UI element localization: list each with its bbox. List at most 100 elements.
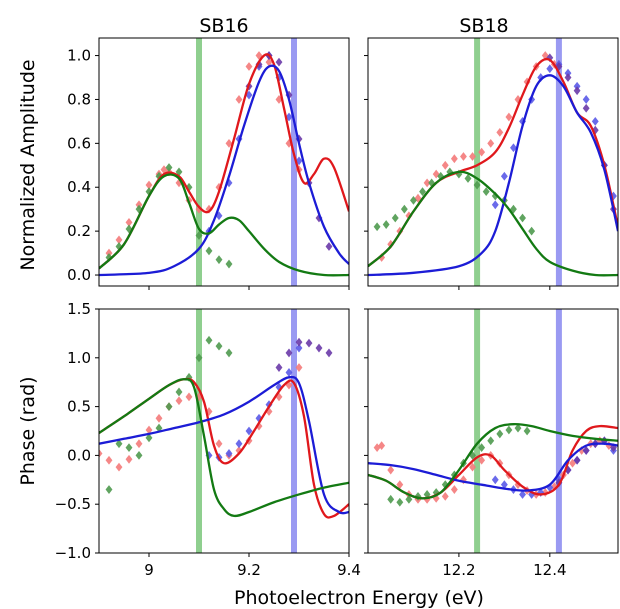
panel-title-sb18: SB18 (459, 15, 508, 37)
axes-frame (98, 308, 350, 554)
data-point-red_marker-9 (185, 392, 193, 402)
data-point-purple_marker-3 (275, 57, 283, 67)
fit-line-blue (368, 442, 618, 492)
y-tick-label: −1.0 (55, 544, 91, 562)
fit-line-green (99, 173, 349, 277)
data-point-blue_marker-8 (285, 368, 293, 377)
data-point-green_marker-10 (464, 174, 472, 183)
data-point-green_marker-0 (105, 485, 113, 494)
data-point-green_marker-6 (165, 163, 173, 172)
data-point-green_marker-2 (391, 213, 399, 223)
data-point-green_marker-7 (175, 167, 183, 177)
data-point-blue_marker-3 (519, 490, 526, 499)
data-point-red_marker-2 (125, 217, 133, 227)
data-point-green_marker-2 (125, 443, 133, 452)
data-point-purple_marker-2 (295, 337, 303, 347)
data-point-purple_marker-1 (285, 348, 293, 358)
y-tick-label: 1.0 (67, 47, 91, 65)
data-point-red_marker-13 (496, 127, 504, 137)
data-point-red_marker-1 (387, 239, 395, 249)
y-tick-label: 0.2 (67, 222, 91, 240)
data-point-green_marker-3 (135, 451, 143, 460)
panel-0: 0.0 0.2 0.4 0.6 0.8 1.0 (67, 37, 350, 290)
data-point-green_marker-17 (528, 226, 536, 236)
data-point-red_marker-3 (125, 454, 133, 464)
y-tick-label: −0.5 (55, 495, 91, 513)
data-point-red_marker-5 (145, 425, 153, 435)
plot-panels: 0.0 0.2 0.4 0.6 0.8 1.0 9 9.2 9.4 −1.0 −0.5 0.0 0.5 1… (55, 37, 619, 579)
panel-3: 12.2 12.4 (364, 308, 619, 579)
data-point-green_marker-1 (382, 220, 390, 229)
fit-line-green (368, 170, 618, 277)
data-point-red_marker-6 (423, 494, 431, 504)
data-point-red_marker-8 (441, 491, 449, 501)
data-point-red_marker-11 (469, 462, 476, 472)
fit-line-green (99, 378, 349, 518)
data-point-red_marker-15 (245, 62, 253, 71)
data-point-red_marker-2 (115, 462, 123, 472)
data-point-green_marker-6 (165, 402, 173, 411)
data-point-red_marker-1 (378, 441, 386, 451)
data-point-red_marker-17 (265, 57, 273, 67)
data-point-green_marker-9 (195, 231, 203, 240)
data-point-green_marker-2 (405, 494, 413, 504)
data-point-green_marker-16 (519, 213, 526, 223)
panel-title-sb16: SB16 (199, 15, 248, 37)
data-point-red_marker-13 (225, 138, 233, 148)
data-point-red_marker-15 (514, 95, 522, 104)
data-point-purple_marker-4 (315, 343, 323, 353)
fit-line-blue (99, 64, 349, 277)
data-point-green_marker-4 (423, 490, 431, 499)
data-point-red_marker-5 (423, 178, 431, 188)
data-point-red_marker-6 (155, 413, 163, 423)
data-point-purple_marker-5 (325, 348, 333, 358)
data-point-green_marker-10 (205, 335, 213, 345)
data-point-purple_marker-3 (305, 338, 313, 348)
data-point-red_marker-3 (396, 480, 404, 490)
y-tick-label: 0.0 (67, 446, 91, 464)
data-point-green_marker-10 (205, 246, 213, 256)
data-point-green_marker-11 (215, 341, 223, 351)
x-axis-label: Photoelectron Energy (eV) (234, 587, 484, 609)
plot-area (368, 309, 618, 553)
axes-frame (367, 37, 619, 287)
x-tick-label: 12.4 (533, 561, 566, 579)
data-point-green_marker-12 (482, 187, 490, 197)
y-tick-label: 0.4 (67, 178, 91, 196)
y-tick-label: 1.5 (67, 300, 91, 318)
data-point-green_marker-1 (396, 497, 404, 507)
axes-frame (98, 37, 350, 287)
data-point-red_marker-4 (135, 439, 143, 449)
data-point-green_marker-9 (195, 353, 203, 363)
x-tick-label: 9.4 (337, 561, 361, 579)
fit-line-blue (99, 375, 349, 515)
data-point-green_marker-3 (135, 204, 143, 214)
data-point-green_marker-14 (514, 423, 522, 433)
data-point-green_marker-4 (145, 433, 153, 443)
data-point-green_marker-6 (441, 480, 449, 490)
data-point-green_marker-13 (491, 191, 499, 201)
fit-line-red (99, 377, 349, 519)
data-point-blue_marker-9 (295, 156, 303, 166)
data-point-green_marker-9 (455, 169, 463, 179)
data-point-blue_marker-0 (491, 475, 499, 485)
data-point-green_marker-8 (185, 372, 193, 382)
data-point-purple_marker-1 (255, 59, 263, 69)
data-point-green_marker-1 (115, 439, 123, 449)
data-point-green_marker-10 (478, 443, 486, 452)
fit-line-green (368, 422, 618, 500)
data-point-red_marker-22 (569, 458, 576, 468)
data-point-red_marker-14 (235, 95, 243, 104)
data-point-green_marker-12 (225, 348, 233, 358)
data-point-green_marker-8 (446, 167, 454, 177)
data-point-red_marker-8 (450, 154, 458, 164)
data-point-green_marker-4 (410, 196, 417, 205)
data-point-red_marker-12 (478, 455, 486, 465)
data-point-red_marker-11 (478, 147, 486, 157)
plot-area (99, 309, 349, 553)
data-point-blue_marker-11 (591, 116, 599, 126)
data-point-blue_marker-4 (528, 490, 536, 499)
data-point-blue_marker-4 (245, 90, 253, 100)
data-point-green_marker-0 (373, 222, 381, 232)
